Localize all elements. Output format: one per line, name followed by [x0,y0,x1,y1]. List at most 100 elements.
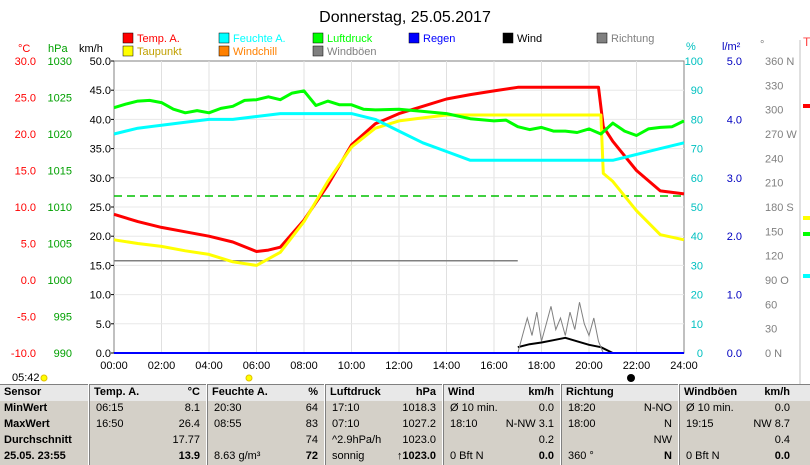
stats-header-temp: Temp. A. [94,386,140,398]
x-tick-label: 04:00 [195,360,223,372]
stats-hum-time: 8.63 g/m³ [214,450,261,462]
stats-row-label: Durchschnitt [4,434,72,446]
dir-tick-label: 0 N [765,348,782,360]
right-legend-letter: T [803,35,810,49]
axes: 00:00 02:00 04:00 06:00 08:00 10:00 12:00 14:00… [11,56,797,372]
temp-axis-unit: °C [18,43,30,55]
stats-dir-value: NW [653,434,672,446]
temp-tick-label: 5.0 [21,239,36,251]
legend-swatch [122,45,134,57]
temp-tick-label: 25.0 [15,93,36,105]
stats-temp-time: 06:15 [96,402,124,414]
legend-swatch [408,32,420,44]
wind-tick-label: 40.0 [90,114,111,126]
dir-tick-label: 210 [765,178,783,190]
press-tick-label: 1015 [48,166,72,178]
press-tick-label: 1010 [48,202,72,214]
stats-wind-time: 18:10 [450,418,478,430]
stats-dir-value: N [664,450,672,462]
rain-tick-label: 4.0 [727,114,742,126]
wind-tick-label: 10.0 [90,290,111,302]
hum-tick-label: 50 [691,202,703,214]
dir-tick-label: 360 N [765,56,794,68]
stats-hum-value: 64 [305,402,318,414]
stats-row-label: 25.05. 23:55 [4,450,66,462]
stats-gust-time: Ø 10 min. [686,402,734,414]
stats-header-dir: Richtung [566,386,614,398]
legend-label: Luftdruck [327,33,373,45]
stats-header-wind-unit: km/h [528,386,554,398]
stats-header-gust-unit: km/h [764,386,790,398]
press-tick-label: 1005 [48,239,72,251]
wind-tick-label: 0.0 [96,348,111,360]
series-press [113,89,685,137]
legend-swatch [312,32,324,44]
series [113,85,685,354]
temp-tick-label: 0.0 [21,275,36,287]
temp-tick-label: -5.0 [17,312,36,324]
legend-swatch [218,32,230,44]
sunrise-icon [40,374,48,382]
stats-row-label: MinWert [4,402,48,414]
rain-tick-label: 3.0 [727,173,742,185]
stats-press-value: ↑1023.0 [396,450,436,462]
legend-label: Windböen [327,46,377,58]
chart-title: Donnerstag, 25.05.2017 [319,9,491,26]
dir-tick-label: 240 [765,153,783,165]
dir-tick-label: 120 [765,251,783,263]
stats-temp-value: 17.77 [172,434,200,446]
x-tick-label: 08:00 [290,360,318,372]
stats-gust-time: 19:15 [686,418,714,430]
temp-tick-label: -10.0 [11,348,36,360]
stats-hum-value: 74 [305,434,318,446]
stats-header-hum-unit: % [308,386,318,398]
stats-dir-time: 18:20 [568,402,596,414]
right-legend-yellow [803,216,810,220]
x-tick-label: 24:00 [670,360,698,372]
stats-col-wind [442,384,561,465]
sunrise-time: 05:42 [12,372,40,384]
stats-wind-value: 0.2 [538,434,554,446]
stats-panel: Sensor Temp. A. °C Feuchte A.% Luftdruck hPa W… [0,384,810,465]
stats-header-temp-unit: °C [187,386,200,398]
legend-label: Taupunkt [137,46,182,58]
stats-gust-value: 0.0 [774,450,790,462]
stats-press-value: 1027.2 [402,418,436,430]
legend-swatch [312,45,324,57]
rain-tick-label: 1.0 [727,290,742,302]
press-tick-label: 1025 [48,93,72,105]
wind-axis-unit: km/h [79,43,103,55]
x-tick-label: 10:00 [338,360,366,372]
dir-tick-label: 330 [765,80,783,92]
press-tick-label: 1020 [48,129,72,141]
x-tick-label: 02:00 [148,360,176,372]
x-tick-label: 06:00 [243,360,271,372]
stats-temp-value: 13.9 [178,450,200,462]
wind-tick-label: 45.0 [90,85,111,97]
stats-header-hum: Feuchte A. [212,386,268,398]
dir-tick-label: 90 O [765,275,789,287]
stats-press-time: 17:10 [332,402,360,414]
press-axis-unit: hPa [48,43,68,55]
stats-header-press: Luftdruck [330,386,381,398]
rain-axis-unit: l/m² [722,41,741,53]
stats-wind-time: Ø 10 min. [450,402,498,414]
hum-tick-label: 90 [691,85,703,97]
weather-chart: Donnerstag, 25.05.2017 °C hPa km/h % l/m… [11,9,810,384]
stats-header-gust: Windböen [684,386,738,398]
dir-tick-label: 180 S [765,202,794,214]
hum-axis-unit: % [686,41,696,53]
legend-swatch [122,32,134,44]
dir-tick-label: 60 [765,299,777,311]
stats-press-time: ^2.9hPa/h [332,434,382,446]
stats-dir-value: N-NO [643,402,672,414]
x-tick-label: 20:00 [575,360,603,372]
stats-row-label: MaxWert [4,418,50,430]
right-legend-green [803,232,810,236]
legend-label: Feuchte A. [233,33,286,45]
stats-gust-value: 0.0 [774,402,790,414]
stats-hum-value: 83 [305,418,318,430]
dir-tick-label: 300 [765,105,783,117]
series-gust [517,302,604,354]
temp-tick-label: 15.0 [15,166,36,178]
